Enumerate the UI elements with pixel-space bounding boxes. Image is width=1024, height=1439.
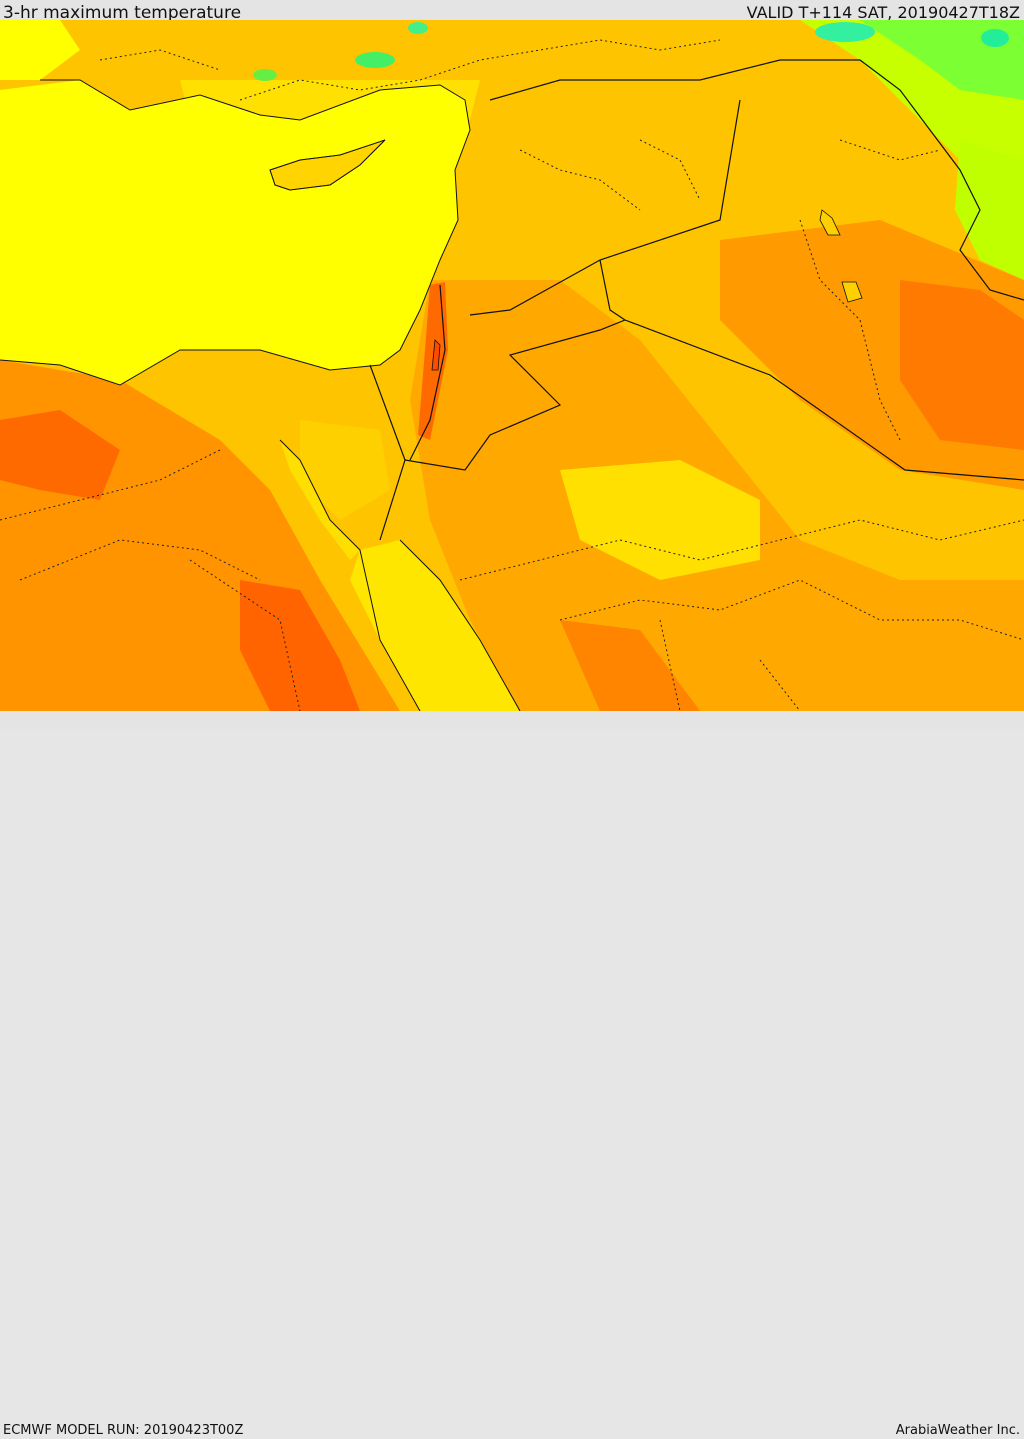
- iraq-lake-b: [841, 281, 863, 303]
- cold-spot-c: [355, 52, 395, 68]
- saudi-hot-patch: [560, 620, 700, 711]
- model-run-label: ECMWF MODEL RUN: 20190423T00Z: [3, 1423, 244, 1438]
- zagros-cool-zone: [955, 140, 1024, 280]
- header-bar: 3-hr maximum temperature VALID T+114 SAT…: [0, 0, 1024, 23]
- province-borders: [0, 39, 1024, 711]
- cold-spot-d: [253, 69, 277, 81]
- red-sea: [350, 540, 520, 711]
- cold-spot-e: [408, 22, 428, 34]
- footer-bar: ECMWF MODEL RUN: 20190423T00Z ArabiaWeat…: [0, 711, 1024, 1438]
- sinai-cool-patch: [300, 420, 390, 520]
- cold-spot-b: [815, 22, 875, 42]
- map-title: 3-hr maximum temperature: [3, 3, 242, 23]
- egypt-hottest-a: [0, 410, 120, 500]
- saudi-cool-patch: [560, 460, 760, 580]
- dead-sea: [431, 339, 441, 371]
- aegean-sea: [0, 20, 80, 80]
- iraq-hottest: [900, 280, 1024, 450]
- mediterranean-sea: [0, 80, 470, 385]
- valid-time: VALID T+114 SAT, 20190427T18Z: [746, 3, 1020, 22]
- credit-label: ArabiaWeather Inc.: [895, 1423, 1020, 1438]
- iraq-lake-a: [819, 209, 841, 236]
- temperature-map: [0, 20, 1024, 711]
- coastlines: [0, 79, 521, 711]
- country-borders: [369, 59, 1024, 541]
- cold-spot-a: [981, 29, 1009, 47]
